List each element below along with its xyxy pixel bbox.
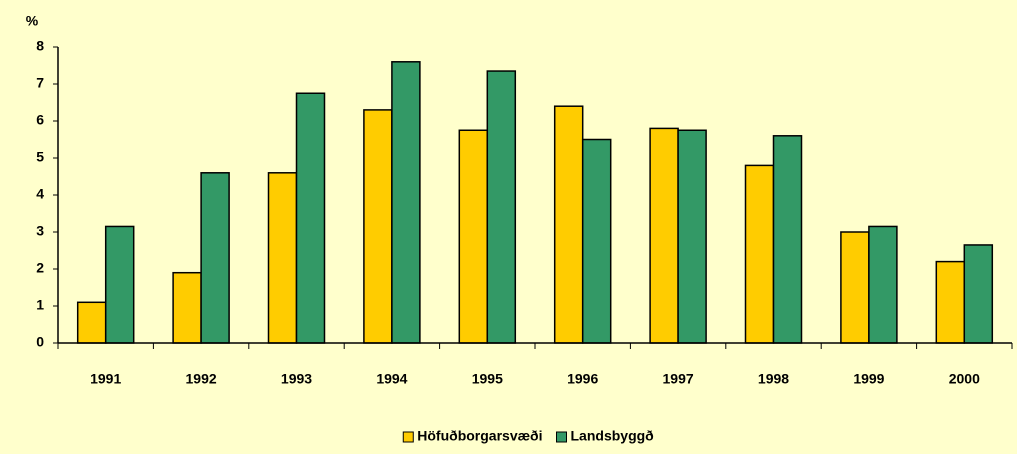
x-tick-label: 1997 — [663, 371, 694, 387]
bar — [868, 225, 898, 344]
y-tick-label: 0 — [36, 334, 44, 350]
bar — [295, 92, 326, 344]
bar — [104, 225, 135, 344]
y-tick-label: 5 — [36, 149, 44, 165]
y-axis-label: % — [26, 13, 39, 29]
y-tick-label: 6 — [36, 112, 44, 128]
bar — [553, 105, 584, 344]
bar — [772, 135, 803, 344]
bar — [935, 260, 966, 344]
bar — [840, 231, 870, 344]
x-tick-label: 1995 — [472, 371, 503, 387]
x-tick-label: 1998 — [758, 371, 789, 387]
bar — [649, 127, 679, 344]
bar — [391, 61, 421, 344]
x-tick-label: 1992 — [186, 371, 217, 387]
bar — [963, 244, 994, 344]
x-tick-label: 2000 — [949, 371, 980, 387]
bar — [486, 70, 517, 344]
bar — [172, 271, 202, 344]
x-tick-label: 1999 — [853, 371, 884, 387]
legend-swatch — [402, 431, 414, 443]
bar — [458, 129, 489, 344]
y-tick-label: 1 — [36, 297, 44, 313]
legend-label: Landsbyggð — [571, 428, 654, 444]
x-tick-label: 1996 — [567, 371, 598, 387]
y-tick-label: 7 — [36, 75, 44, 91]
y-tick-label: 8 — [36, 38, 44, 54]
x-tick-label: 1994 — [376, 371, 407, 387]
x-tick-label: 1991 — [90, 371, 121, 387]
y-tick-label: 4 — [36, 186, 44, 202]
bar — [267, 172, 298, 344]
bar — [581, 138, 612, 344]
y-tick-label: 3 — [36, 223, 44, 239]
y-tick-label: 2 — [36, 260, 44, 276]
bar — [76, 301, 107, 344]
legend-swatch — [556, 431, 567, 443]
bar — [744, 164, 775, 344]
legend-label: Höfuðborgarsvæði — [417, 428, 542, 444]
x-tick-label: 1993 — [281, 371, 312, 387]
bar — [363, 109, 393, 344]
bar — [677, 129, 707, 344]
bar — [200, 172, 230, 344]
